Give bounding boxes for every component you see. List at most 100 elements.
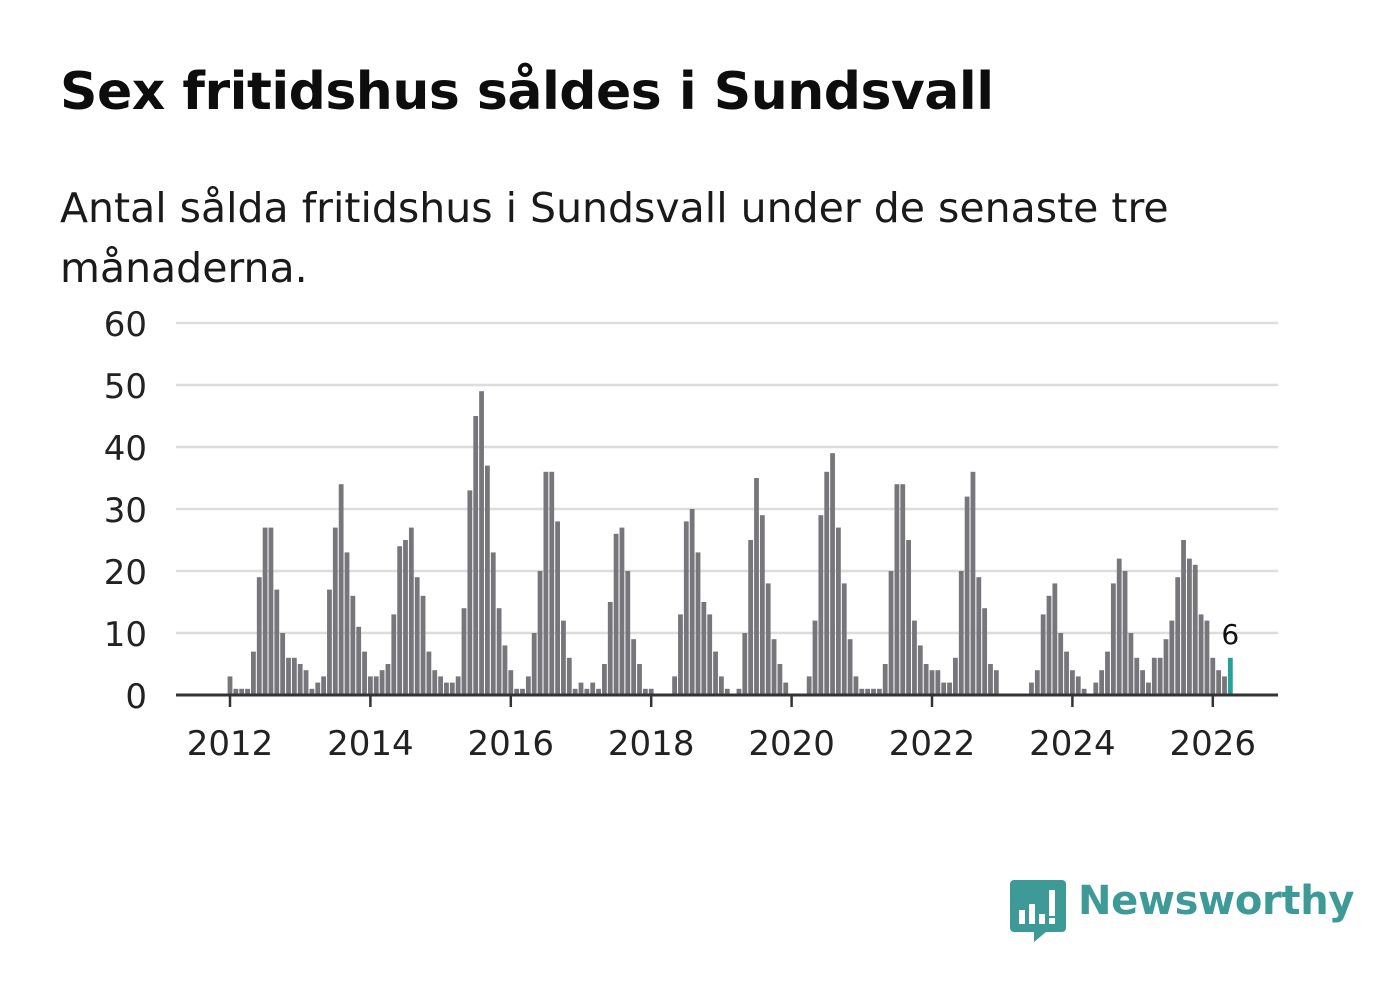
bar — [841, 583, 847, 695]
bar — [426, 651, 432, 695]
bar — [970, 471, 976, 695]
bar — [976, 577, 982, 695]
bar — [958, 571, 964, 695]
x-tick-label: 2012 — [187, 724, 274, 764]
bar — [291, 657, 297, 695]
bar — [724, 688, 730, 695]
bar — [637, 664, 642, 695]
bar — [882, 664, 888, 695]
brand-name: Newsworthy — [1078, 878, 1355, 924]
bar — [1210, 657, 1216, 695]
bar — [678, 614, 683, 695]
bar — [379, 670, 385, 695]
bar — [332, 527, 338, 695]
bar — [672, 676, 677, 695]
bar — [695, 552, 701, 695]
bar — [490, 552, 496, 695]
bar — [1134, 657, 1140, 695]
bar — [268, 527, 274, 695]
bar — [836, 527, 841, 695]
bar — [1157, 657, 1163, 695]
bar — [479, 391, 484, 695]
bar — [549, 471, 555, 695]
bar — [748, 540, 754, 695]
y-tick-label: 10 — [104, 615, 147, 655]
bar — [1122, 571, 1128, 695]
bar — [297, 664, 303, 695]
bar — [1070, 670, 1075, 695]
bar — [566, 657, 572, 695]
bar — [368, 676, 373, 695]
bar — [420, 595, 426, 695]
bar — [1163, 639, 1169, 695]
bar — [888, 571, 894, 695]
bar — [403, 540, 408, 695]
bar-chart-speech-bubble-icon — [1010, 880, 1066, 942]
bar — [912, 620, 917, 695]
bar — [1128, 633, 1134, 695]
bar — [473, 416, 479, 695]
bar — [871, 688, 876, 695]
bar — [391, 614, 397, 695]
bar — [1064, 651, 1069, 695]
bar — [514, 688, 520, 695]
bar — [982, 608, 988, 695]
bar — [806, 676, 812, 695]
y-tick-label: 50 — [104, 367, 147, 407]
x-tick-label: 2016 — [468, 724, 555, 764]
bar — [525, 676, 531, 695]
bar — [1075, 676, 1081, 695]
grid-lines — [176, 321, 1278, 635]
highlight-bar — [1227, 657, 1233, 695]
bar — [344, 552, 350, 695]
bar — [1029, 682, 1034, 695]
bar — [1222, 676, 1227, 695]
bar — [1099, 670, 1105, 695]
bar — [531, 633, 537, 695]
bar — [239, 688, 245, 695]
bar — [859, 688, 865, 695]
bar — [1052, 583, 1058, 695]
bar — [397, 546, 403, 695]
bar — [590, 682, 596, 695]
bar — [1181, 540, 1186, 695]
bar — [847, 639, 853, 695]
bar — [853, 676, 859, 695]
bar — [321, 676, 326, 695]
bar — [642, 688, 648, 695]
bar — [736, 688, 742, 695]
bar — [1081, 688, 1087, 695]
bar — [929, 670, 935, 695]
bar — [356, 626, 362, 695]
bar — [830, 453, 835, 695]
x-tick-label: 2024 — [1029, 724, 1116, 764]
chart-title: Sex fritidshus såldes i Sundsvall — [60, 62, 994, 122]
bar — [765, 583, 771, 695]
bar — [1198, 614, 1204, 695]
x-tick-label: 2026 — [1170, 724, 1257, 764]
bar — [742, 633, 748, 695]
bar — [309, 688, 315, 695]
bar — [607, 602, 613, 695]
bar — [1110, 583, 1116, 695]
bar — [496, 608, 502, 695]
bar — [455, 676, 461, 695]
bar — [824, 471, 830, 695]
bar — [812, 620, 818, 695]
bar — [917, 645, 923, 695]
bar — [315, 682, 321, 695]
bar — [777, 664, 783, 695]
y-tick-label: 60 — [104, 305, 147, 345]
bar — [1093, 682, 1099, 695]
bar — [245, 688, 250, 695]
bar — [280, 633, 286, 695]
bar — [537, 571, 543, 695]
bar — [373, 676, 379, 695]
bar — [227, 676, 233, 695]
bar — [988, 664, 993, 695]
bar — [964, 496, 970, 695]
bar — [584, 688, 590, 695]
newsworthy-logo: Newsworthy — [1010, 878, 1355, 942]
bar — [953, 657, 958, 695]
